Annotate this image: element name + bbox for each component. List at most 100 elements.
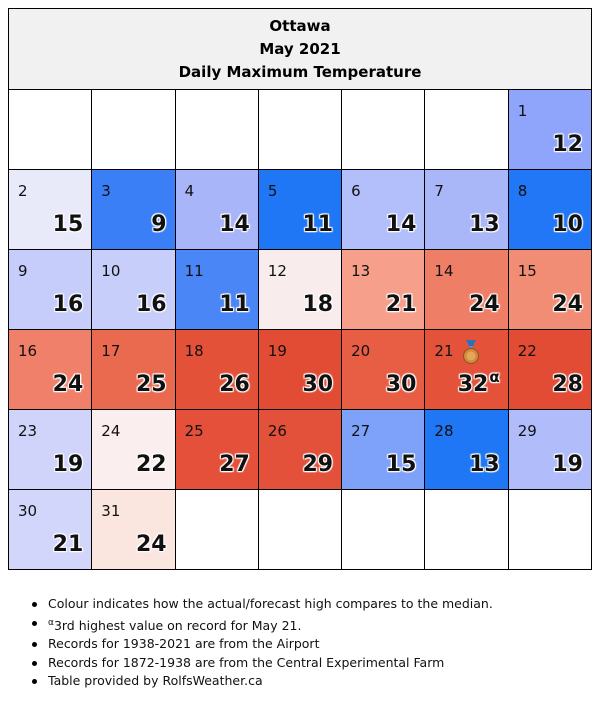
day-cell-inner: 10 16 xyxy=(92,250,174,329)
note-farm: Records for 1872-1938 are from the Centr… xyxy=(32,654,493,673)
day-cell: 17 25 xyxy=(91,329,176,410)
day-number: 13 xyxy=(351,262,371,280)
notes-list: Colour indicates how the actual/forecast… xyxy=(32,595,493,691)
day-cell-inner: 1 12 xyxy=(509,90,591,169)
day-number: 29 xyxy=(517,422,537,440)
day-cell: 8 10 xyxy=(507,169,593,250)
max-temperature: 30 xyxy=(385,372,417,397)
day-cell-inner: 17 25 xyxy=(92,330,174,409)
day-cell-inner: 13 21 xyxy=(342,250,424,329)
day-number: 9 xyxy=(18,262,28,280)
day-cell-inner: 12 18 xyxy=(259,250,341,329)
day-number: 1 xyxy=(517,102,528,120)
empty-day-cell xyxy=(91,89,176,170)
day-cell: 22 28 xyxy=(507,329,593,410)
day-cell: 16 24 xyxy=(7,329,93,410)
max-temperature: 15 xyxy=(385,452,417,477)
day-cell-inner: 6 14 xyxy=(342,170,424,249)
calendar-header: Ottawa May 2021 Daily Maximum Temperatur… xyxy=(8,8,592,90)
day-number: 24 xyxy=(101,422,121,440)
day-cell-inner: 29 19 xyxy=(509,410,591,489)
max-temperature: 14 xyxy=(219,212,250,237)
day-number: 19 xyxy=(267,342,287,360)
day-number: 2 xyxy=(18,182,28,200)
day-number: 10 xyxy=(101,262,121,280)
day-number: 14 xyxy=(434,262,454,280)
day-number: 18 xyxy=(184,342,204,360)
day-cell: 9 16 xyxy=(7,249,93,330)
day-cell-inner: 22 28 xyxy=(509,330,591,409)
day-number: 27 xyxy=(351,422,371,440)
day-number: 7 xyxy=(434,182,444,200)
day-cell: 7 13 xyxy=(424,169,509,250)
max-temperature: 12 xyxy=(552,132,583,157)
note-record: α3rd highest value on record for May 21. xyxy=(32,614,493,636)
day-number: 8 xyxy=(517,182,528,200)
day-cell-inner: 8 10 xyxy=(509,170,591,249)
max-temperature: 24 xyxy=(52,372,84,397)
empty-day-cell xyxy=(174,89,259,170)
day-number: 26 xyxy=(267,422,287,440)
day-number: 30 xyxy=(18,502,38,520)
day-cell: 25 27 xyxy=(174,409,259,490)
week-row: 23 19 24 22 25 27 26 29 27 15 28 13 29 19 xyxy=(7,409,593,490)
week-row: 2 15 3 9 4 14 5 11 6 14 7 13 8 10 xyxy=(7,169,593,250)
max-temperature: 11 xyxy=(302,212,334,237)
day-cell: 21 32α xyxy=(424,329,509,410)
day-number: 12 xyxy=(267,262,287,280)
day-cell: 26 29 xyxy=(257,409,343,490)
day-number: 6 xyxy=(351,182,361,200)
note-colour: Colour indicates how the actual/forecast… xyxy=(32,595,493,614)
day-cell-inner: 28 13 xyxy=(425,410,507,489)
day-number: 15 xyxy=(517,262,537,280)
day-number: 31 xyxy=(101,502,121,520)
note-credit: Table provided by RolfsWeather.ca xyxy=(32,672,493,691)
max-temperature: 14 xyxy=(385,212,417,237)
max-temperature: 21 xyxy=(385,292,417,317)
day-cell: 2 15 xyxy=(7,169,93,250)
max-temperature: 32α xyxy=(457,368,500,397)
max-temperature: 19 xyxy=(52,452,84,477)
day-cell-inner: 9 16 xyxy=(9,250,91,329)
day-cell-inner: 18 26 xyxy=(176,330,258,409)
day-cell-inner: 20 30 xyxy=(342,330,424,409)
day-number: 5 xyxy=(267,182,278,200)
day-number: 20 xyxy=(351,342,371,360)
day-number: 4 xyxy=(184,182,195,200)
day-cell: 18 26 xyxy=(174,329,259,410)
day-cell: 14 24 xyxy=(424,249,509,330)
day-cell-inner: 30 21 xyxy=(9,490,91,569)
day-cell: 24 22 xyxy=(91,409,176,490)
day-number: 17 xyxy=(101,342,121,360)
day-cell: 23 19 xyxy=(7,409,93,490)
day-cell: 30 21 xyxy=(7,489,93,570)
max-temperature: 25 xyxy=(135,372,167,397)
day-number: 11 xyxy=(184,262,204,280)
max-temperature: 11 xyxy=(219,292,250,317)
month-title: May 2021 xyxy=(259,39,341,58)
empty-day-cell xyxy=(257,489,343,570)
day-number: 21 xyxy=(434,342,454,360)
max-temperature: 13 xyxy=(469,212,500,237)
empty-day-cell xyxy=(7,89,93,170)
empty-day-cell xyxy=(174,489,259,570)
week-row: 30 21 31 24 xyxy=(7,489,593,570)
calendar-table: Ottawa May 2021 Daily Maximum Temperatur… xyxy=(7,8,593,570)
empty-day-cell xyxy=(507,489,593,570)
max-temperature: 27 xyxy=(219,452,250,477)
max-temperature: 9 xyxy=(151,212,167,237)
day-cell: 19 30 xyxy=(257,329,343,410)
day-number: 22 xyxy=(517,342,537,360)
record-mark: α xyxy=(489,368,500,386)
day-cell: 20 30 xyxy=(341,329,426,410)
day-cell-inner: 24 22 xyxy=(92,410,174,489)
max-temperature: 24 xyxy=(552,292,583,317)
max-temperature: 10 xyxy=(552,212,583,237)
day-number: 23 xyxy=(18,422,38,440)
chart-subtitle: Daily Maximum Temperature xyxy=(178,62,422,81)
week-row: 16 24 17 25 18 26 19 30 20 30 21 32α 22 28 xyxy=(7,329,593,410)
max-temperature: 29 xyxy=(302,452,334,477)
record-mark: α xyxy=(48,617,54,628)
empty-day-cell xyxy=(424,89,509,170)
